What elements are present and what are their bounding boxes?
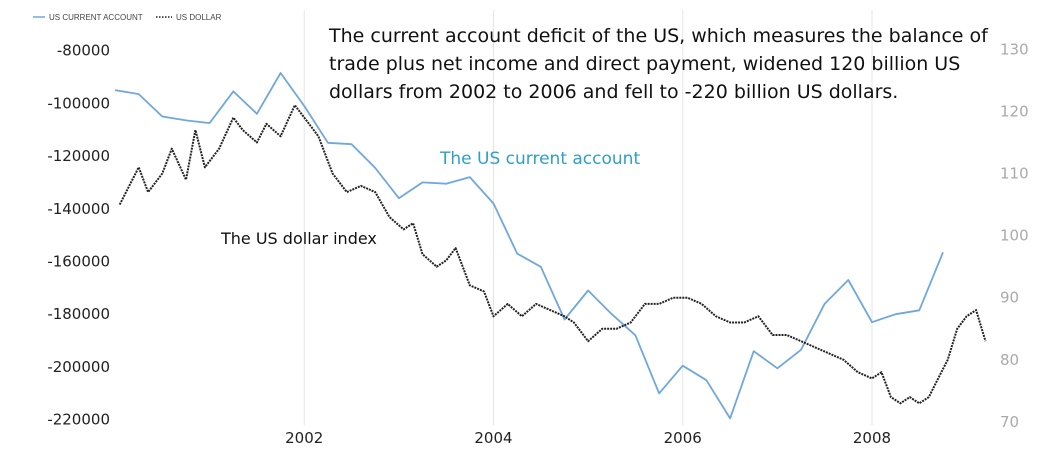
y-left-tick-label: -140000 [47,200,110,218]
y-left-tick-label: -220000 [47,411,110,429]
y-right-tick-label: 130 [1000,40,1029,58]
annotation-line-2: trade plus net income and direct payment… [329,53,960,75]
y-right-tick-label: 110 [1000,165,1029,183]
x-tick-label: 2004 [474,429,512,447]
left-axis-ticks: -80000 -100000 -120000 -140000 -160000 -18000… [47,42,110,429]
vertical-gridlines [303,10,873,425]
x-tick-label: 2008 [853,429,891,447]
y-left-tick-label: -120000 [47,147,110,165]
legend: US CURRENT ACCOUNT US DOLLAR [33,13,222,22]
annotation-line-3: dollars from 2002 to 2006 and fell to -2… [329,81,898,103]
legend-label-current-account: US CURRENT ACCOUNT [49,13,143,22]
series-line-us-dollar [118,104,987,405]
y-right-tick-label: 70 [1000,413,1019,431]
x-tick-label: 2002 [285,429,323,447]
y-right-tick-label: 80 [1000,351,1019,369]
annotation-current-account-label: The US current account [439,149,640,169]
right-axis-ticks: 130 120 110 100 90 80 70 [1000,40,1029,431]
y-right-tick-label: 100 [1000,227,1029,245]
x-axis-ticks: 2002 2004 2006 2008 [285,429,891,447]
y-left-tick-label: -160000 [47,253,110,271]
annotation-line-1: The current account deficit of the US, w… [328,25,989,47]
annotation-dollar-index-label: The US dollar index [220,229,377,248]
y-left-tick-label: -100000 [47,94,110,112]
y-right-tick-label: 90 [1000,289,1019,307]
annotations: The current account deficit of the US, w… [220,25,989,248]
legend-label-us-dollar: US DOLLAR [176,13,222,22]
x-tick-label: 2006 [664,429,702,447]
y-left-tick-label: -80000 [57,42,110,60]
series-layer [114,72,987,420]
y-left-tick-label: -200000 [47,358,110,376]
y-right-tick-label: 120 [1000,102,1029,120]
y-left-tick-label: -180000 [47,305,110,323]
